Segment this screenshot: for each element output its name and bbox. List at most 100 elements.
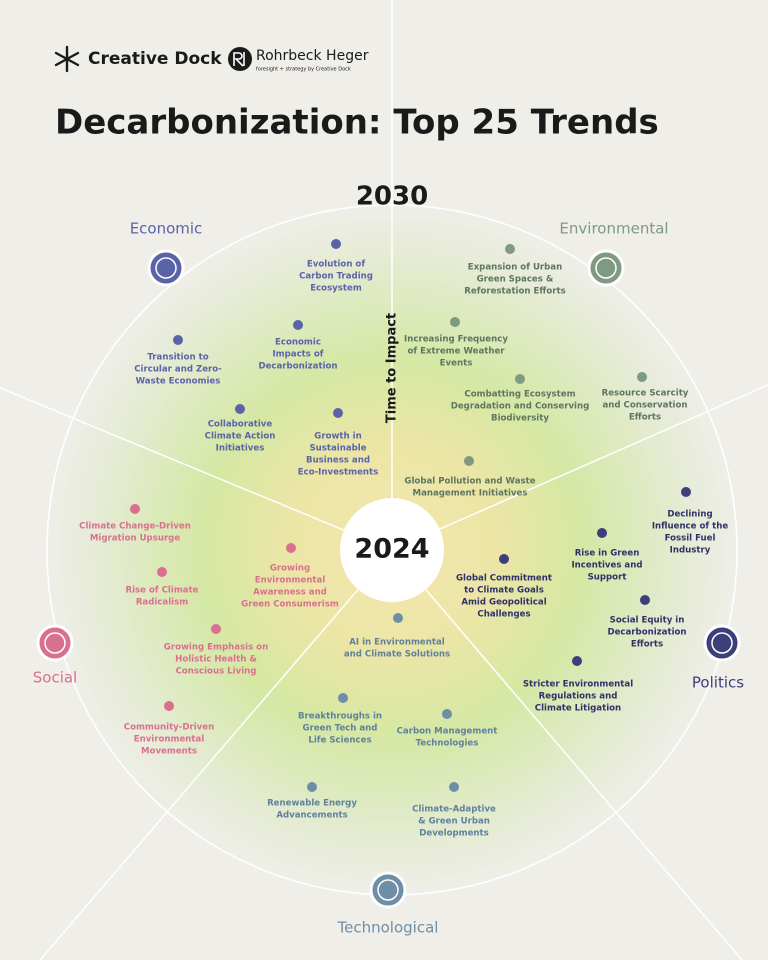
trend-label: Decarbonization [258, 362, 337, 372]
trend-label: and Conservation [602, 401, 687, 411]
axis-title: Time to Impact [385, 313, 400, 423]
trend-label: Support [588, 573, 627, 583]
trend-label: Renewable Energy [267, 799, 357, 809]
trend-dot [235, 404, 245, 414]
trend-label: Rise in Green [575, 549, 640, 559]
trend-dot [338, 693, 348, 703]
trend-dot [450, 317, 460, 327]
trend-dot [293, 320, 303, 330]
sector-icon [703, 624, 741, 662]
trend-label: Community-Driven [124, 723, 214, 733]
trend-label: Eco-Investments [298, 468, 379, 478]
sector-line [391, 384, 768, 551]
trend-dot [157, 567, 167, 577]
trend-label: Efforts [629, 413, 661, 423]
trend-dot [572, 656, 582, 666]
trend-label: Waste Economies [136, 377, 221, 387]
trend-label: Environmental [134, 735, 205, 745]
sector-name: Politics [692, 674, 744, 692]
trend-label: Expansion of Urban [468, 263, 562, 273]
trend-dot [597, 528, 607, 538]
trend-label: Evolution of [307, 260, 365, 270]
trend-label: Circular and Zero- [134, 365, 222, 375]
trend-label: Impacts of [272, 350, 323, 360]
trend-dot [393, 613, 403, 623]
center-label: 2024 [354, 534, 429, 565]
trend-label: Transition to [147, 353, 208, 363]
trend-dot [499, 554, 509, 564]
trend-dot [130, 504, 140, 514]
sector-icon-ring [155, 257, 177, 279]
trend-label: Conscious Living [176, 667, 257, 677]
sector: Economic Evolution of Carbon Trading Ecosys… [130, 220, 379, 478]
trend-label: Technologies [416, 739, 479, 749]
sector: Technological AI in Environmental and Clim… [267, 613, 497, 937]
trend-label: Challenges [477, 610, 530, 620]
trend-label: Events [440, 359, 473, 369]
sector-name: Technological [337, 919, 439, 937]
title: Decarbonization: Top 25 Trends [55, 103, 659, 143]
trend-label: of Extreme Weather [407, 347, 505, 357]
trend-label: Green Tech and [303, 724, 378, 734]
trend-label: Climate Litigation [535, 704, 621, 714]
rohrbeck-logo-glyph [233, 52, 245, 67]
trend-label: & Green Urban [418, 817, 490, 827]
trend-label: Developments [419, 829, 489, 839]
trend-label: Rise of Climate [125, 586, 198, 596]
trend-label: Migration Upsurge [90, 534, 181, 544]
trend-label: Holistic Health & [175, 655, 257, 665]
trend-label: Sustainable [309, 444, 366, 454]
brand-tagline: foresight + strategy by Creative Dock [256, 67, 351, 73]
trend-label: Environmental [255, 576, 326, 586]
trend-dot [515, 374, 525, 384]
trend-dot [640, 595, 650, 605]
trend-dot [449, 782, 459, 792]
sector-name: Environmental [559, 220, 668, 238]
trend-dot [637, 372, 647, 382]
trend-label: Green Spaces & [477, 275, 554, 285]
trend-label: Biodiversity [491, 414, 549, 424]
trend-label: Influence of the [652, 522, 729, 532]
trend-label: Collaborative [208, 420, 273, 430]
trend-label: Climate-Adaptive [412, 805, 496, 815]
trend-label: Decarbonization [607, 628, 686, 638]
sector-line [391, 549, 743, 960]
trend-label: Awareness and [253, 588, 327, 598]
sector-name: Social [33, 669, 77, 687]
trend-label: Stricter Environmental [523, 680, 633, 690]
trend-label: Economic [275, 338, 321, 348]
sector-icon-ring [44, 632, 66, 654]
trend-dot [681, 487, 691, 497]
trend-label: Fossil Fuel [665, 534, 716, 544]
sector-line [0, 387, 393, 551]
trend-label: Business and [306, 456, 370, 466]
sector-name: Economic [130, 220, 203, 238]
trend-dot [464, 456, 474, 466]
trend-dot [505, 244, 515, 254]
trend-dot [442, 709, 452, 719]
sector-icon [587, 249, 625, 287]
trend-label: Global Commitment [456, 574, 552, 584]
trend-label: Radicalism [136, 598, 188, 608]
sector: Politics Declining Influence of the Fossil … [456, 487, 744, 714]
trend-label: Advancements [276, 811, 347, 821]
trend-label: Carbon Trading [299, 272, 373, 282]
trend-label: Growth in [314, 432, 361, 442]
trend-dot [286, 543, 296, 553]
trend-label: Breakthroughs in [298, 712, 382, 722]
trend-label: Declining [667, 510, 712, 520]
creative-dock-logo [54, 45, 80, 73]
trend-label: to Climate Goals [464, 586, 544, 596]
trend-label: Increasing Frequency [404, 335, 508, 345]
trend-dot [173, 335, 183, 345]
trend-dot [331, 239, 341, 249]
trend-label: Regulations and [539, 692, 618, 702]
sector-icon [369, 871, 407, 909]
sector-icon-ring [595, 257, 617, 279]
trend-label: Global Pollution and Waste [404, 477, 535, 487]
trend-label: Growing Emphasis on [164, 643, 268, 653]
trend-dot [164, 701, 174, 711]
center-circle [340, 498, 444, 602]
trend-label: Green Consumerism [241, 600, 339, 610]
